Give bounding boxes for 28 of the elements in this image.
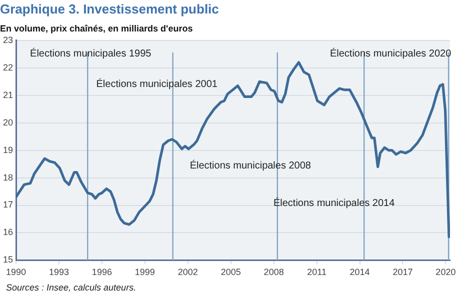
x-tick-label: 1999 bbox=[134, 267, 155, 278]
chart-title: Graphique 3. Investissement public bbox=[0, 1, 219, 16]
x-tick-label: 1990 bbox=[6, 267, 26, 278]
ref-line-label: Élections municipales 2020 bbox=[330, 47, 452, 60]
ref-line-label: Élections municipales 2008 bbox=[190, 159, 312, 172]
y-tick-label: 15 bbox=[2, 254, 14, 265]
y-tick-label: 21 bbox=[2, 90, 14, 100]
chart-subtitle: En volume, prix chaînés, en milliards d'euros bbox=[0, 23, 193, 34]
y-tick-label: 23 bbox=[2, 34, 14, 45]
y-tick-label: 19 bbox=[2, 144, 14, 155]
y-tick-label: 20 bbox=[2, 117, 14, 128]
ref-line-label: Élections municipales 1995 bbox=[30, 47, 152, 60]
x-tick-label: 1993 bbox=[48, 267, 69, 278]
x-tick-label: 2008 bbox=[264, 267, 284, 278]
x-tick-label: 2011 bbox=[307, 267, 326, 278]
y-tick-label: 16 bbox=[2, 227, 14, 238]
x-tick-label: 2020 bbox=[436, 267, 456, 278]
source-note: Sources : Insee, calculs auteurs. bbox=[6, 282, 136, 292]
x-tick-label: 2002 bbox=[178, 267, 198, 278]
x-tick-label: 1996 bbox=[92, 267, 112, 278]
y-tick-label: 18 bbox=[2, 172, 14, 182]
y-tick-label: 17 bbox=[2, 200, 14, 210]
ref-line-label: Élections municipales 2001 bbox=[96, 78, 218, 90]
x-tick-label: 2005 bbox=[220, 267, 241, 278]
x-tick-label: 2017 bbox=[392, 267, 413, 278]
x-tick-label: 2014 bbox=[350, 267, 370, 278]
y-tick-label: 22 bbox=[2, 62, 14, 72]
ref-line-label: Élections municipales 2014 bbox=[273, 196, 396, 209]
